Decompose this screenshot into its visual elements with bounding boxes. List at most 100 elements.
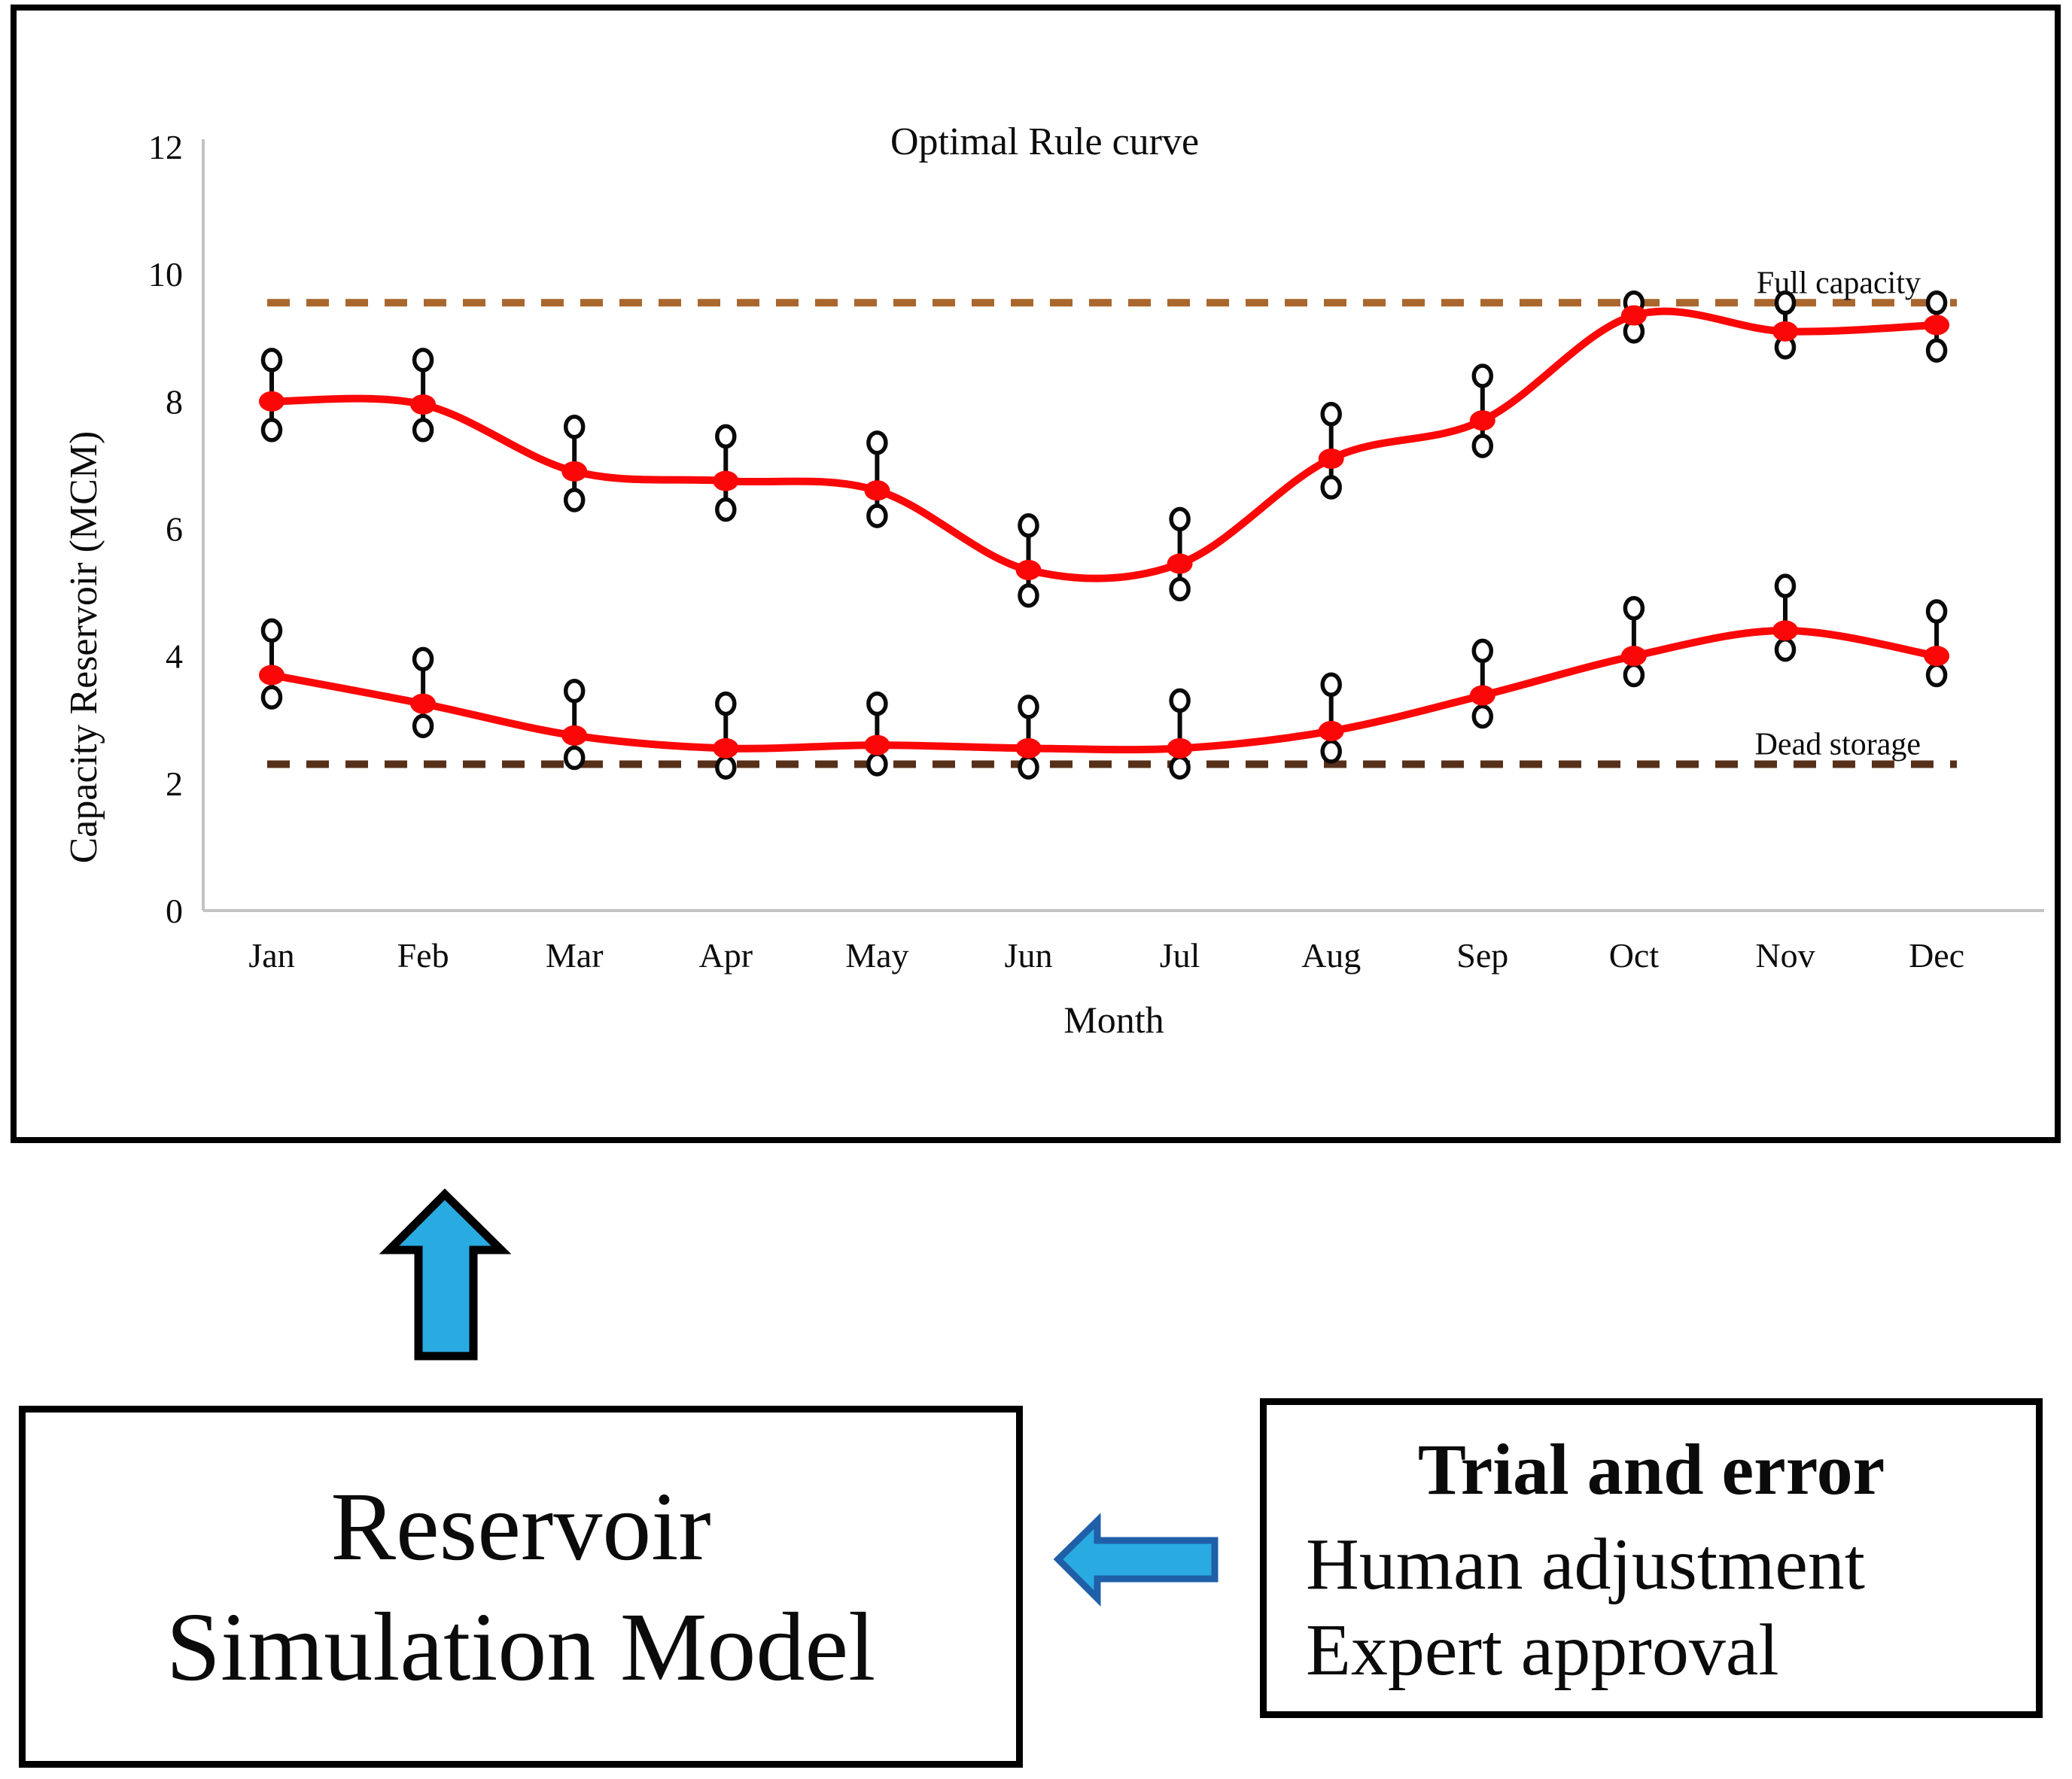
error-cap-top xyxy=(866,430,888,455)
error-cap-bottom xyxy=(715,755,737,780)
error-cap-bottom xyxy=(563,745,586,771)
error-cap-bottom xyxy=(715,497,737,522)
error-cap-top xyxy=(563,678,586,704)
error-cap-top xyxy=(260,348,283,373)
x-tick-label: Sep xyxy=(1456,936,1508,975)
y-tick-label: 6 xyxy=(166,510,183,549)
data-point xyxy=(1469,410,1495,431)
error-cap-bottom xyxy=(866,752,888,777)
error-cap-bottom xyxy=(1623,662,1645,688)
error-cap-bottom xyxy=(1471,433,1494,458)
x-tick-label: Oct xyxy=(1609,936,1660,975)
y-tick-label: 0 xyxy=(166,892,183,930)
data-point xyxy=(713,470,739,491)
error-cap-top xyxy=(866,691,888,716)
data-point xyxy=(259,391,284,412)
trial-and-error-box: Trial and error Human adjustment Expert … xyxy=(1260,1398,2043,1718)
data-point xyxy=(1167,553,1193,574)
upper-rule-curve xyxy=(268,307,1941,582)
x-tick-label: Nov xyxy=(1755,936,1815,975)
data-point xyxy=(1015,737,1042,759)
error-cap-bottom xyxy=(412,713,434,738)
data-point xyxy=(410,693,437,714)
up-arrow-icon xyxy=(379,1188,512,1361)
data-point xyxy=(561,725,588,746)
error-cap-top xyxy=(1169,506,1191,532)
y-axis-title: Capacity Reservoir (MCM) xyxy=(62,431,105,864)
y-tick-label: 2 xyxy=(166,765,183,803)
error-cap-bottom xyxy=(1018,755,1039,780)
data-point xyxy=(1620,305,1647,326)
error-cap-bottom xyxy=(1925,338,1948,363)
error-cap-bottom xyxy=(260,685,283,710)
rule-curve-chart: 0 2 4 6 8 10 12 Jan Feb Mar Apr May Jun Jul Aug Sep Oct N… xyxy=(62,120,2044,1041)
error-cap-top xyxy=(1320,672,1342,697)
data-point xyxy=(1924,315,1950,336)
dead-storage-label: Dead storage xyxy=(1755,727,1921,762)
error-cap-bottom xyxy=(1018,583,1039,608)
x-tick-label: Feb xyxy=(397,936,449,975)
y-tick-label: 4 xyxy=(166,637,183,676)
error-cap-bottom xyxy=(866,503,888,528)
data-point xyxy=(1015,559,1042,580)
error-cap-bottom xyxy=(1320,475,1342,500)
error-cap-bottom xyxy=(1169,576,1191,602)
error-cap-bottom xyxy=(412,418,434,442)
reservoir-box-line2: Simulation Model xyxy=(166,1592,876,1701)
data-point xyxy=(1772,321,1798,342)
data-point xyxy=(1318,448,1344,469)
x-axis-title: Month xyxy=(1063,999,1164,1041)
data-point xyxy=(410,394,437,415)
x-tick-label: Jan xyxy=(248,936,294,975)
trial-box-title: Trial and error xyxy=(1417,1429,1885,1510)
error-cap-top xyxy=(1774,573,1797,598)
left-arrow-icon xyxy=(1053,1513,1219,1607)
y-tick-label: 8 xyxy=(166,382,183,421)
error-cap-top xyxy=(1774,290,1797,315)
error-cap-top xyxy=(1471,638,1494,664)
error-cap-top xyxy=(1320,402,1342,427)
x-tick-label: May xyxy=(845,936,908,975)
error-cap-bottom xyxy=(1169,755,1191,780)
data-point xyxy=(864,480,890,501)
x-tick-label: Aug xyxy=(1301,936,1361,975)
data-point xyxy=(864,734,890,756)
error-cap-top xyxy=(1623,595,1645,621)
error-cap-bottom xyxy=(1925,662,1948,688)
chart-title: Optimal Rule curve xyxy=(890,120,1199,163)
data-point xyxy=(713,737,739,759)
error-cap-top xyxy=(1925,290,1948,315)
data-point xyxy=(259,664,284,686)
error-cap-bottom xyxy=(1320,739,1342,764)
data-point xyxy=(1924,646,1950,667)
data-point xyxy=(1167,737,1193,759)
data-point xyxy=(1772,620,1798,641)
x-tick-label: Jul xyxy=(1160,936,1200,975)
x-tick-label: Mar xyxy=(546,936,604,975)
error-cap-bottom xyxy=(563,488,586,512)
x-tick-label: Dec xyxy=(1909,936,1964,975)
error-cap-bottom xyxy=(1774,637,1797,662)
error-cap-top xyxy=(260,618,283,643)
data-point xyxy=(1318,720,1344,741)
y-tick-label: 10 xyxy=(148,255,183,293)
error-cap-top xyxy=(412,348,434,373)
data-point xyxy=(1620,646,1647,667)
error-cap-top xyxy=(1018,695,1039,719)
error-cap-bottom xyxy=(1471,704,1494,729)
trial-box-item: Human adjustment xyxy=(1306,1524,1866,1605)
data-point xyxy=(1469,685,1495,706)
data-point xyxy=(561,461,588,482)
error-cap-top xyxy=(1925,599,1948,624)
error-cap-top xyxy=(715,424,737,449)
reservoir-simulation-model-box: Reservoir Simulation Model xyxy=(19,1406,1023,1768)
error-cap-top xyxy=(1471,363,1494,388)
error-cap-top xyxy=(412,646,434,672)
x-tick-label: Apr xyxy=(699,936,753,975)
lower-rule-curve xyxy=(268,626,1941,754)
y-tick-label: 12 xyxy=(148,128,183,166)
error-cap-bottom xyxy=(260,418,283,442)
error-cap-top xyxy=(563,414,586,439)
